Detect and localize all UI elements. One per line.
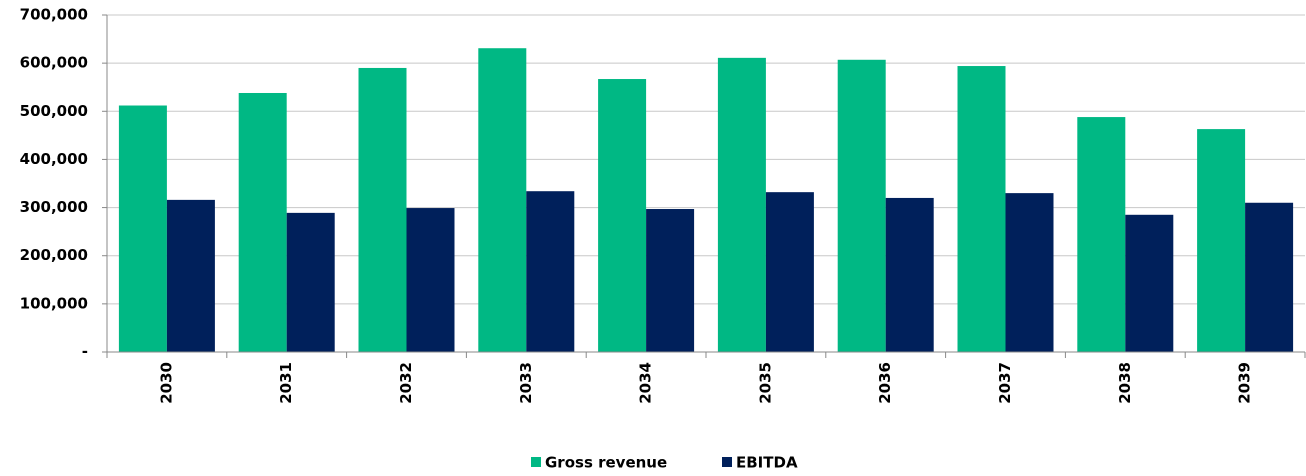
bar: [118, 105, 167, 352]
bar: [646, 209, 695, 352]
bar: [598, 79, 647, 352]
x-tick-label: 2032: [397, 362, 415, 404]
bar: [885, 197, 934, 352]
bar: [765, 192, 814, 352]
legend-swatch: [531, 457, 541, 467]
legend-label: Gross revenue: [545, 454, 667, 472]
bar: [358, 67, 407, 352]
bar: [166, 199, 215, 352]
y-tick-label: 100,000: [20, 294, 88, 312]
y-tick-label: 400,000: [20, 150, 88, 168]
bar: [1125, 214, 1174, 352]
bar: [837, 59, 886, 352]
bar: [1197, 129, 1246, 352]
legend-label: EBITDA: [736, 454, 798, 472]
bar: [526, 191, 575, 352]
x-tick-label: 2036: [876, 362, 894, 404]
bar: [957, 66, 1006, 352]
bar: [1245, 202, 1294, 352]
x-tick-label: 2038: [1116, 362, 1134, 404]
y-tick-label: 300,000: [20, 198, 88, 216]
x-tick-label: 2039: [1236, 362, 1254, 404]
y-tick-label: 600,000: [20, 54, 88, 72]
y-tick-label: 500,000: [20, 102, 88, 120]
bar: [406, 208, 455, 352]
bar: [286, 212, 335, 352]
y-tick-label: 700,000: [20, 6, 88, 24]
bar: [478, 48, 527, 353]
x-tick-label: 2031: [277, 362, 295, 404]
x-tick-label: 2034: [637, 362, 655, 404]
x-tick-label: 2035: [756, 362, 774, 404]
x-tick-label: 2037: [996, 362, 1014, 404]
x-tick-label: 2033: [517, 362, 535, 404]
bar: [717, 57, 766, 353]
y-tick-label: 200,000: [20, 246, 88, 264]
y-tick-label: -: [82, 343, 88, 361]
bar: [1005, 193, 1054, 352]
bar: [1077, 117, 1126, 352]
x-tick-label: 2030: [157, 362, 175, 404]
legend-swatch: [722, 457, 732, 467]
bar: [238, 92, 287, 353]
